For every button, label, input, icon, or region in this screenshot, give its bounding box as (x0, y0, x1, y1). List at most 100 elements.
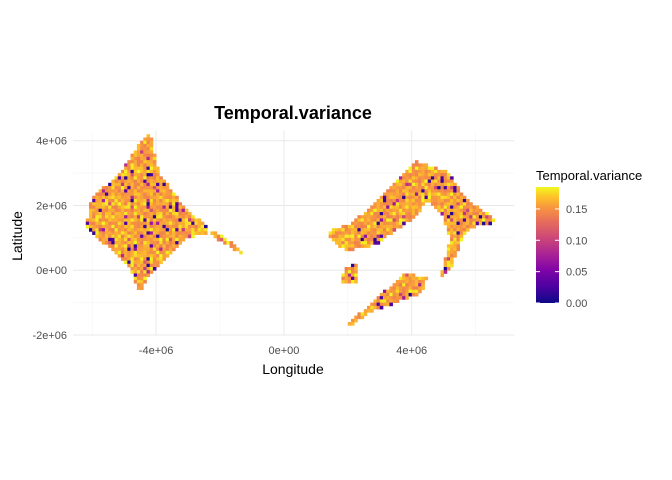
raster-cell (146, 267, 151, 271)
raster-cell (111, 189, 115, 193)
raster-cell (450, 186, 454, 190)
raster-cell (88, 202, 93, 206)
raster-cell (127, 237, 131, 242)
raster-cell (437, 192, 441, 197)
raster-cell (130, 160, 135, 164)
raster-cell (414, 208, 419, 213)
raster-cell (146, 208, 151, 213)
raster-cell (127, 250, 131, 255)
raster-cell (130, 169, 135, 174)
raster-cell (373, 215, 377, 219)
raster-cell (130, 218, 135, 223)
raster-cell (440, 182, 445, 187)
raster-cell (421, 276, 425, 281)
raster-cell (354, 241, 358, 245)
raster-cell (389, 286, 393, 291)
raster-cell (204, 231, 208, 235)
raster-cell (120, 211, 125, 216)
raster-cell (165, 205, 170, 210)
raster-cell (360, 237, 365, 242)
raster-cell (370, 231, 374, 235)
raster-cell (347, 279, 352, 284)
raster-cell (152, 166, 157, 171)
raster-cell (120, 250, 125, 255)
raster-cell (168, 231, 173, 235)
raster-cell (386, 202, 390, 206)
raster-cell (88, 224, 93, 229)
raster-cell (149, 182, 154, 187)
raster-cell (450, 228, 454, 232)
raster-cell (418, 173, 422, 177)
raster-cell (443, 270, 448, 274)
raster-cell (382, 289, 387, 294)
raster-cell (427, 173, 432, 177)
raster-cell (130, 221, 135, 226)
raster-cell (370, 218, 374, 223)
raster-cell (111, 228, 115, 232)
raster-cell (133, 150, 138, 155)
raster-cell (389, 192, 393, 197)
raster-cell (172, 208, 176, 213)
raster-cell (162, 241, 167, 245)
raster-cell (226, 241, 230, 245)
raster-cell (136, 179, 141, 184)
raster-cell (162, 179, 167, 184)
raster-cell (136, 205, 141, 210)
raster-cell (389, 205, 393, 210)
raster-cell (446, 254, 451, 258)
raster-cell (146, 215, 151, 219)
raster-cell (424, 169, 429, 174)
raster-cell (335, 237, 339, 242)
raster-cell (143, 189, 147, 193)
raster-cell (188, 231, 192, 235)
raster-cell (146, 221, 151, 226)
raster-cell (104, 189, 109, 193)
raster-cell (101, 241, 106, 245)
raster-cell (130, 199, 135, 203)
raster-cell (421, 286, 425, 291)
raster-cell (133, 267, 138, 271)
raster-cell (92, 218, 96, 223)
raster-cell (466, 205, 470, 210)
raster-cell (398, 289, 403, 294)
raster-cell (140, 186, 144, 190)
raster-cell (156, 182, 160, 187)
raster-cell (382, 296, 387, 300)
raster-cell (149, 173, 154, 177)
raster-cell (156, 202, 160, 206)
raster-cell (363, 234, 368, 239)
raster-cell (367, 215, 371, 219)
raster-cell (450, 189, 454, 193)
y-tick-label: 0e+00 (36, 265, 67, 277)
raster-cell (411, 286, 416, 291)
raster-cell (172, 224, 176, 229)
raster-cell (402, 286, 406, 291)
raster-cell (414, 199, 419, 203)
raster-cell (450, 218, 454, 223)
raster-cell (395, 182, 400, 187)
raster-cell (405, 292, 409, 297)
raster-cell (101, 221, 106, 226)
raster-cell (341, 228, 345, 232)
raster-cell (446, 205, 451, 210)
raster-cell (351, 241, 355, 245)
raster-cell (178, 211, 183, 216)
raster-cell (156, 169, 160, 174)
raster-cell (351, 231, 355, 235)
raster-cell (101, 199, 106, 203)
raster-cell (104, 241, 109, 245)
raster-cell (459, 199, 464, 203)
raster-cell (188, 224, 192, 229)
raster-cell (331, 231, 336, 235)
raster-cell (191, 231, 195, 235)
raster-cell (92, 205, 96, 210)
raster-cell (443, 218, 448, 223)
raster-cell (360, 228, 365, 232)
raster-cell (114, 176, 119, 180)
raster-cell (175, 211, 179, 216)
raster-cell (146, 179, 151, 184)
raster-cell (418, 182, 422, 187)
raster-cell (408, 169, 413, 174)
raster-cell (114, 231, 119, 235)
raster-cell (405, 205, 409, 210)
